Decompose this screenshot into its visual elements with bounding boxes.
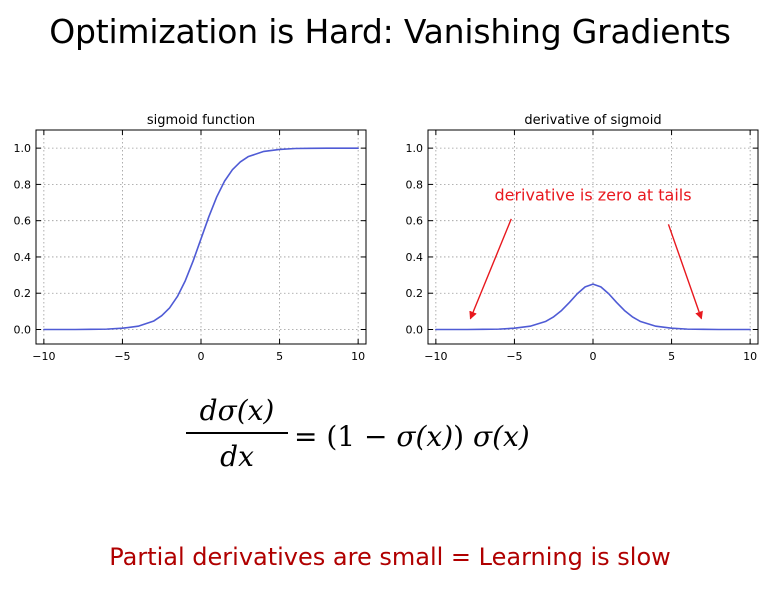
chart-title: derivative of sigmoid bbox=[524, 113, 661, 128]
derivative-formula: dσ(x) dx = (1 − σ(x)) σ(x) bbox=[186, 394, 606, 484]
y-tick-label: 0.4 bbox=[14, 251, 32, 264]
y-tick-label: 0.8 bbox=[14, 178, 32, 191]
annotation-text: derivative is zero at tails bbox=[494, 186, 691, 205]
x-tick-label: 5 bbox=[668, 350, 675, 363]
formula-rhs-mid: ) bbox=[453, 420, 473, 453]
y-tick-label: 0.2 bbox=[14, 287, 32, 300]
formula-numerator: dσ(x) bbox=[199, 394, 275, 427]
conclusion-text: Partial derivatives are small = Learning… bbox=[109, 543, 671, 571]
sigmoid-chart-svg: sigmoid function −10 −5 0 5 10 0.0 0.2 0.4 0.6 0.8… bbox=[14, 113, 367, 363]
y-tick-label: 0.0 bbox=[406, 323, 424, 336]
chart-title: sigmoid function bbox=[147, 113, 255, 128]
formula-fraction: dσ(x) dx bbox=[186, 394, 288, 474]
x-tick-label: −10 bbox=[32, 350, 55, 363]
y-tick-label: 0.6 bbox=[406, 215, 424, 228]
series-line bbox=[43, 147, 359, 331]
y-tick-label: 0.6 bbox=[14, 215, 32, 228]
annotation-arrow bbox=[667, 224, 703, 320]
y-tick-label: 1.0 bbox=[406, 142, 424, 155]
sigmoid-derivative-chart: derivative of sigmoid −10 −5 0 5 10 0.0 0.2 0.4 0… bbox=[392, 108, 762, 370]
slide-title: Optimization is Hard: Vanishing Gradient… bbox=[49, 12, 731, 51]
fraction-bar bbox=[186, 432, 288, 434]
y-tick-label: 0.0 bbox=[14, 323, 32, 336]
x-tick-label: −5 bbox=[114, 350, 130, 363]
sigmoid-chart: sigmoid function −10 −5 0 5 10 0.0 0.2 0.4 0.6 0.8… bbox=[0, 108, 370, 370]
series-line bbox=[435, 283, 751, 331]
x-tick-label: 0 bbox=[198, 350, 205, 363]
formula-rhs: = (1 − σ(x)) σ(x) bbox=[294, 420, 530, 453]
y-tick-label: 1.0 bbox=[14, 142, 32, 155]
y-tick-label: 0.4 bbox=[406, 251, 424, 264]
sigmoid-derivative-chart-svg: derivative of sigmoid −10 −5 0 5 10 0.0 0.2 0.4 0… bbox=[406, 113, 759, 363]
y-tick-label: 0.8 bbox=[406, 178, 424, 191]
x-tick-label: −10 bbox=[424, 350, 447, 363]
y-tick-label: 0.2 bbox=[406, 287, 424, 300]
annotation-arrow bbox=[469, 218, 512, 320]
formula-rhs-prefix: = (1 − bbox=[294, 420, 397, 453]
formula-denominator: dx bbox=[220, 440, 254, 473]
x-tick-label: 5 bbox=[276, 350, 283, 363]
x-tick-label: 10 bbox=[743, 350, 757, 363]
x-tick-label: 0 bbox=[590, 350, 597, 363]
x-tick-label: −5 bbox=[506, 350, 522, 363]
x-tick-label: 10 bbox=[351, 350, 365, 363]
formula-sigma-term-2: σ(x) bbox=[472, 420, 530, 453]
formula-sigma-term-1: σ(x) bbox=[396, 420, 454, 453]
